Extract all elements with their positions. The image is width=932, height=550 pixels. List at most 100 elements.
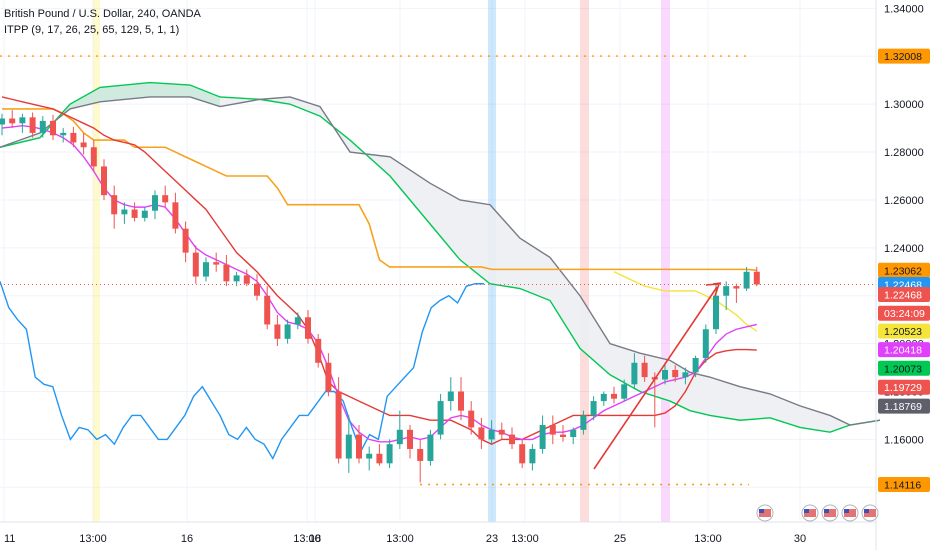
candle-body [519, 444, 526, 464]
candle-body [733, 286, 740, 289]
price-tag-label: 1.19729 [884, 382, 922, 394]
candle-body [713, 295, 719, 330]
event-flag-stripe [844, 509, 856, 517]
dotted-levels [0, 55, 749, 486]
candlesticks [0, 110, 760, 483]
candle-body [427, 434, 434, 461]
candle-body [60, 132, 67, 136]
price-tick-label: 1.28000 [884, 147, 924, 159]
candle-body [243, 275, 250, 284]
event-flag-stripe [759, 509, 771, 517]
time-tick-label: 30 [794, 533, 806, 545]
event-flag-canton [804, 509, 809, 513]
candle-body [325, 362, 332, 392]
candle-body [498, 429, 505, 435]
senkou-span-a [0, 81, 881, 433]
time-tick-label: 13:00 [511, 533, 539, 545]
candle-body [29, 117, 36, 133]
candle-body [580, 415, 587, 430]
senkou-span-b [0, 96, 881, 426]
candle-body [753, 271, 760, 285]
candle-body [437, 401, 444, 435]
candle-body [162, 195, 169, 203]
economic-events[interactable] [756, 504, 879, 522]
time-tick-label: 23 [486, 533, 498, 545]
candle-body [284, 324, 291, 339]
candle-body [141, 210, 148, 218]
candle-body [386, 444, 393, 464]
time-tick-label: 13:00 [386, 533, 414, 545]
event-flag-stripe [804, 509, 816, 517]
candle-body [111, 195, 118, 215]
time-tick-label: 25 [614, 533, 626, 545]
event-flag-canton [864, 509, 869, 513]
candle-body [315, 338, 322, 363]
candle-body [335, 391, 342, 459]
price-tag [878, 342, 930, 358]
price-tag [878, 48, 930, 64]
overlay-marks [0, 282, 876, 470]
event-flag-icon [801, 504, 819, 522]
trend-arrow-line [593, 286, 718, 470]
candle-body [600, 393, 607, 402]
event-flag-stripe [864, 509, 876, 517]
highlight-band [661, 0, 670, 522]
candle-body [407, 429, 413, 449]
event-flag-canton [824, 509, 829, 513]
indicator-label[interactable]: ITPP (9, 17, 26, 25, 65, 129, 5, 1, 1) [4, 24, 179, 36]
candle-body [570, 429, 577, 437]
price-tag-label: 1.14116 [884, 480, 921, 492]
time-tick-label: 13:00 [79, 533, 107, 545]
candle-body [621, 384, 628, 399]
time-tick-label: 11 [4, 533, 15, 545]
event-flag-icon [821, 504, 839, 522]
kumo-cloud [0, 81, 881, 433]
candle-body [80, 142, 87, 148]
price-tag [878, 398, 930, 414]
candle-body [264, 295, 271, 325]
chikou-span [0, 281, 484, 461]
candle-body [305, 317, 311, 339]
chart-title: British Pound / U.S. Dollar, 240, OANDA [4, 8, 202, 20]
candle-body [396, 429, 403, 445]
candle-body [233, 275, 240, 282]
candle-body [9, 118, 16, 124]
price-tag [878, 360, 930, 376]
time-tick-label: 13:00 [694, 533, 722, 545]
yellow-line [613, 271, 758, 332]
price-tag [878, 379, 930, 395]
mid-line [2, 108, 757, 272]
candle-body [19, 117, 26, 124]
price-tag [878, 323, 930, 339]
price-tag [878, 477, 930, 493]
time-tick-label: 13:00 [293, 533, 321, 545]
candle-body [743, 271, 750, 289]
price-tag [878, 305, 930, 321]
price-tag-label: 1.20073 [884, 363, 922, 375]
price-tick-label: 1.16000 [884, 434, 924, 446]
price-tag-label: 1.23062 [884, 265, 922, 277]
candle-body [366, 453, 373, 459]
candle-body [549, 425, 556, 435]
candle-body [539, 425, 546, 449]
event-flag-canton [759, 509, 764, 513]
candle-body [203, 262, 209, 277]
candle-body [192, 252, 199, 277]
candle-body [70, 132, 77, 143]
price-tag-label: 1.32008 [884, 51, 922, 63]
candle-body [488, 429, 495, 440]
price-tag-label: 1.18769 [884, 401, 922, 413]
legend: British Pound / U.S. Dollar, 240, OANDA … [4, 8, 202, 36]
candle-body [723, 286, 730, 296]
candle-body [213, 262, 220, 265]
event-flag-icon [861, 504, 879, 522]
price-tag [878, 287, 930, 303]
candle-body [121, 209, 128, 215]
candle-body [274, 324, 281, 339]
candle-body [611, 393, 617, 399]
candle-body [131, 209, 138, 218]
price-tag-label: 1.22468 [884, 290, 922, 302]
